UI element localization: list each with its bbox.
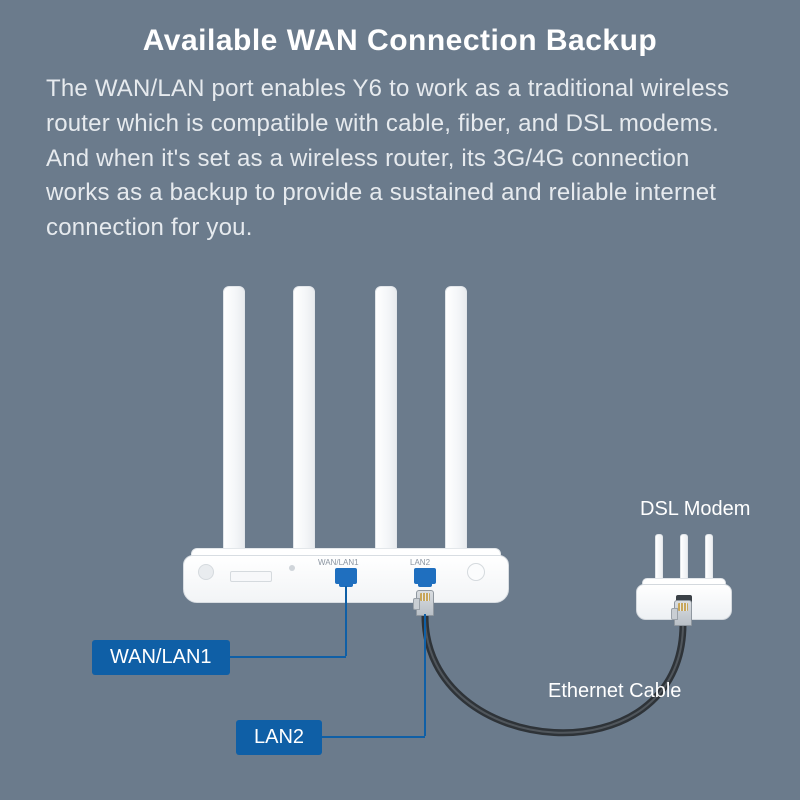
connection-diagram: WAN/LAN1 LAN2 DSL Modem Ethernet Cable W… [0,0,800,800]
wanlan1-leader-h [215,656,346,658]
port-label-lan2: LAN2 [410,558,430,567]
sim-slot [230,571,272,582]
wanlan1-leader-v [345,586,347,656]
lan2-leader-v [424,614,426,736]
rj45-connector-modem [674,600,692,626]
modem-antenna [655,534,663,582]
rj45-connector-router [416,590,434,616]
router-antenna [293,286,315,552]
lan2-port [414,568,436,584]
lan2-chip: LAN2 [236,720,322,755]
dsl-modem-label: DSL Modem [640,498,750,521]
router-antenna [445,286,467,552]
modem-antenna [705,534,713,582]
router-antenna [223,286,245,552]
wan-lan1-chip: WAN/LAN1 [92,640,230,675]
port-label-wanlan1: WAN/LAN1 [318,558,359,567]
ethernet-cable-label: Ethernet Cable [548,680,681,703]
power-button [467,563,485,581]
reset-pinhole [289,565,295,571]
modem-antenna [680,534,688,582]
lan2-leader-h [310,736,425,738]
wan-lan1-port [335,568,357,584]
dc-jack [198,564,214,580]
router-antenna [375,286,397,552]
